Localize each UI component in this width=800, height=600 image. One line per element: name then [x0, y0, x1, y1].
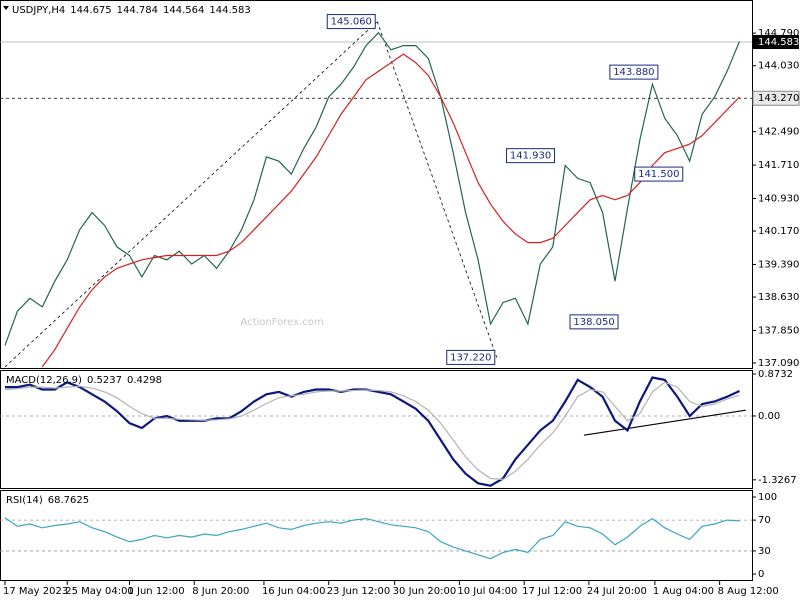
annotation-box: [569, 314, 619, 330]
y-tick-label: 139.390: [758, 259, 799, 270]
y-tick-label: 100: [758, 492, 777, 503]
header-marker: [3, 6, 9, 10]
level-label: 143.270: [758, 93, 799, 104]
y-tick-label: 0.00: [758, 411, 780, 422]
annotation-label: 141.500: [638, 169, 679, 180]
x-tick-label: 8 Aug 12:00: [718, 586, 779, 597]
panel-header: 68.7625: [48, 495, 89, 506]
y-tick-label: 30: [758, 546, 771, 557]
annotation-box: [326, 14, 376, 30]
y-tick-label: 144.030: [758, 61, 799, 72]
y-tick-label: 140.930: [758, 193, 799, 204]
y-tick-label: -1.3267: [758, 475, 797, 486]
panel-frame: [0, 0, 753, 369]
panel-header: MACD(12,26,9): [6, 375, 82, 386]
y-tick-label: 0: [758, 569, 764, 580]
x-tick-label: 16 Jun 04:00: [262, 586, 326, 597]
level-label-box: [752, 90, 800, 106]
annotation-label: 137.220: [450, 352, 491, 363]
y-tick-label: 138.630: [758, 292, 799, 303]
trendline: [583, 409, 746, 436]
y-tick-label: 142.490: [758, 127, 799, 138]
x-tick-label: 23 Jun 12:00: [327, 586, 391, 597]
series-line: [4, 31, 741, 346]
panel-header: RSI(14): [6, 495, 43, 506]
annotation-box: [634, 166, 684, 182]
x-tick-label: 17 Jul 12:00: [522, 586, 582, 597]
last-price-label: 144.583: [758, 37, 799, 48]
x-tick-label: 25 May 04:00: [65, 586, 134, 597]
x-tick-label: 24 Jul 20:00: [587, 586, 647, 597]
x-tick-label: 1 Aug 04:00: [653, 586, 714, 597]
annotation-label: 143.880: [613, 67, 654, 78]
series-line: [41, 53, 740, 368]
series-line: [4, 381, 740, 481]
series-line: [4, 517, 740, 560]
annotation-box: [446, 349, 496, 365]
panel-header: 144.675: [70, 5, 111, 16]
annotation-box: [506, 148, 556, 164]
panel-frame: [0, 370, 753, 489]
y-tick-label: 0.8732: [758, 369, 793, 380]
y-tick-label: 144.790: [758, 28, 799, 39]
series-line: [5, 376, 740, 487]
annotation-label: 141.930: [510, 151, 551, 162]
panel-header: 0.5237: [87, 375, 122, 386]
panel-header: 144.583: [209, 5, 250, 16]
watermark: ActionForex.com: [240, 317, 323, 328]
y-tick-label: 140.170: [758, 226, 799, 237]
annotation-box: [609, 64, 659, 80]
x-tick-label: 8 Jun 20:00: [192, 586, 249, 597]
y-tick-label: 70: [758, 515, 771, 526]
y-tick-label: 137.850: [758, 325, 799, 336]
panel-header: 144.564: [163, 5, 204, 16]
y-tick-label: 137.090: [758, 358, 799, 369]
x-tick-label: 30 Jun 20:00: [393, 586, 457, 597]
panel-frame: [0, 490, 753, 581]
y-tick-label: 141.710: [758, 160, 799, 171]
last-price-box: [753, 34, 799, 49]
annotation-label: 138.050: [573, 317, 614, 328]
trendline: [4, 21, 378, 368]
panel-header: USDJPY,H4: [12, 5, 65, 16]
trendline: [376, 21, 498, 358]
panel-header: 144.784: [117, 5, 158, 16]
panel-header: 0.4298: [127, 375, 162, 386]
x-tick-label: 1 Jun 12:00: [127, 586, 184, 597]
annotation-label: 145.060: [331, 17, 372, 28]
x-tick-label: 17 May 2023: [3, 586, 68, 597]
x-tick-label: 10 Jul 04:00: [457, 586, 517, 597]
